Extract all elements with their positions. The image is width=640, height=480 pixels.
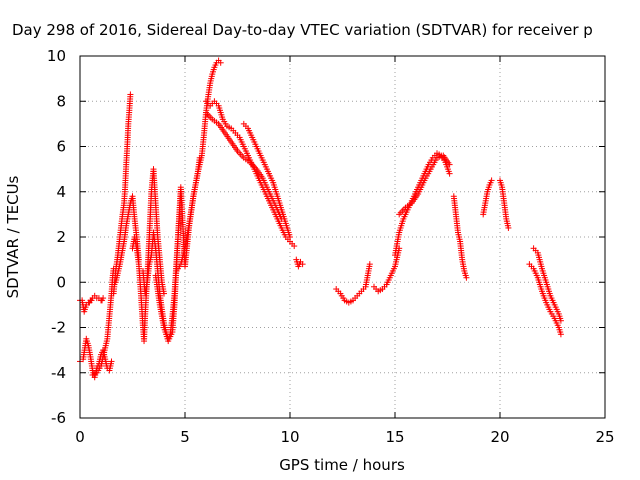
data-point bbox=[463, 274, 470, 281]
y-tick-label: 4 bbox=[56, 183, 66, 201]
data-point bbox=[488, 177, 495, 184]
y-tick-label: -4 bbox=[51, 364, 66, 382]
chart-title: Day 298 of 2016, Sidereal Day-to-day VTE… bbox=[12, 21, 593, 39]
x-tick-label: 20 bbox=[490, 428, 509, 446]
x-tick-label: 0 bbox=[75, 428, 85, 446]
data-point bbox=[100, 295, 107, 302]
y-tick-label: 6 bbox=[56, 138, 66, 156]
data-point bbox=[557, 317, 564, 324]
x-axis-title: GPS time / hours bbox=[279, 456, 405, 474]
plot-frame bbox=[79, 55, 606, 419]
x-tick-label: 10 bbox=[280, 428, 299, 446]
data-point bbox=[366, 261, 373, 268]
data-point bbox=[291, 243, 298, 250]
y-tick-labels: -6 -4 -2 0 2 4 6 8 10 bbox=[47, 47, 66, 427]
data-point bbox=[446, 170, 453, 177]
x-tick-labels: 0 5 10 15 20 25 bbox=[75, 428, 614, 446]
y-tick-label: -2 bbox=[51, 319, 66, 337]
x-tick-label: 25 bbox=[595, 428, 614, 446]
data-point bbox=[299, 261, 306, 268]
y-tick-label: 0 bbox=[56, 273, 66, 291]
data-point bbox=[108, 358, 115, 365]
data-point bbox=[127, 91, 134, 98]
data-point bbox=[287, 234, 293, 240]
data-point bbox=[505, 224, 512, 231]
y-tick-label: 2 bbox=[56, 228, 66, 246]
y-tick-label: -6 bbox=[51, 409, 66, 427]
x-tick-label: 5 bbox=[180, 428, 190, 446]
data-points bbox=[77, 57, 564, 381]
x-tick-label: 15 bbox=[385, 428, 404, 446]
y-tick-label: 8 bbox=[56, 92, 66, 110]
y-axis-title: SDTVAR / TECUs bbox=[4, 175, 22, 298]
data-point bbox=[217, 59, 224, 66]
y-tick-label: 10 bbox=[47, 47, 66, 65]
data-point bbox=[446, 161, 453, 168]
data-point bbox=[557, 331, 564, 338]
